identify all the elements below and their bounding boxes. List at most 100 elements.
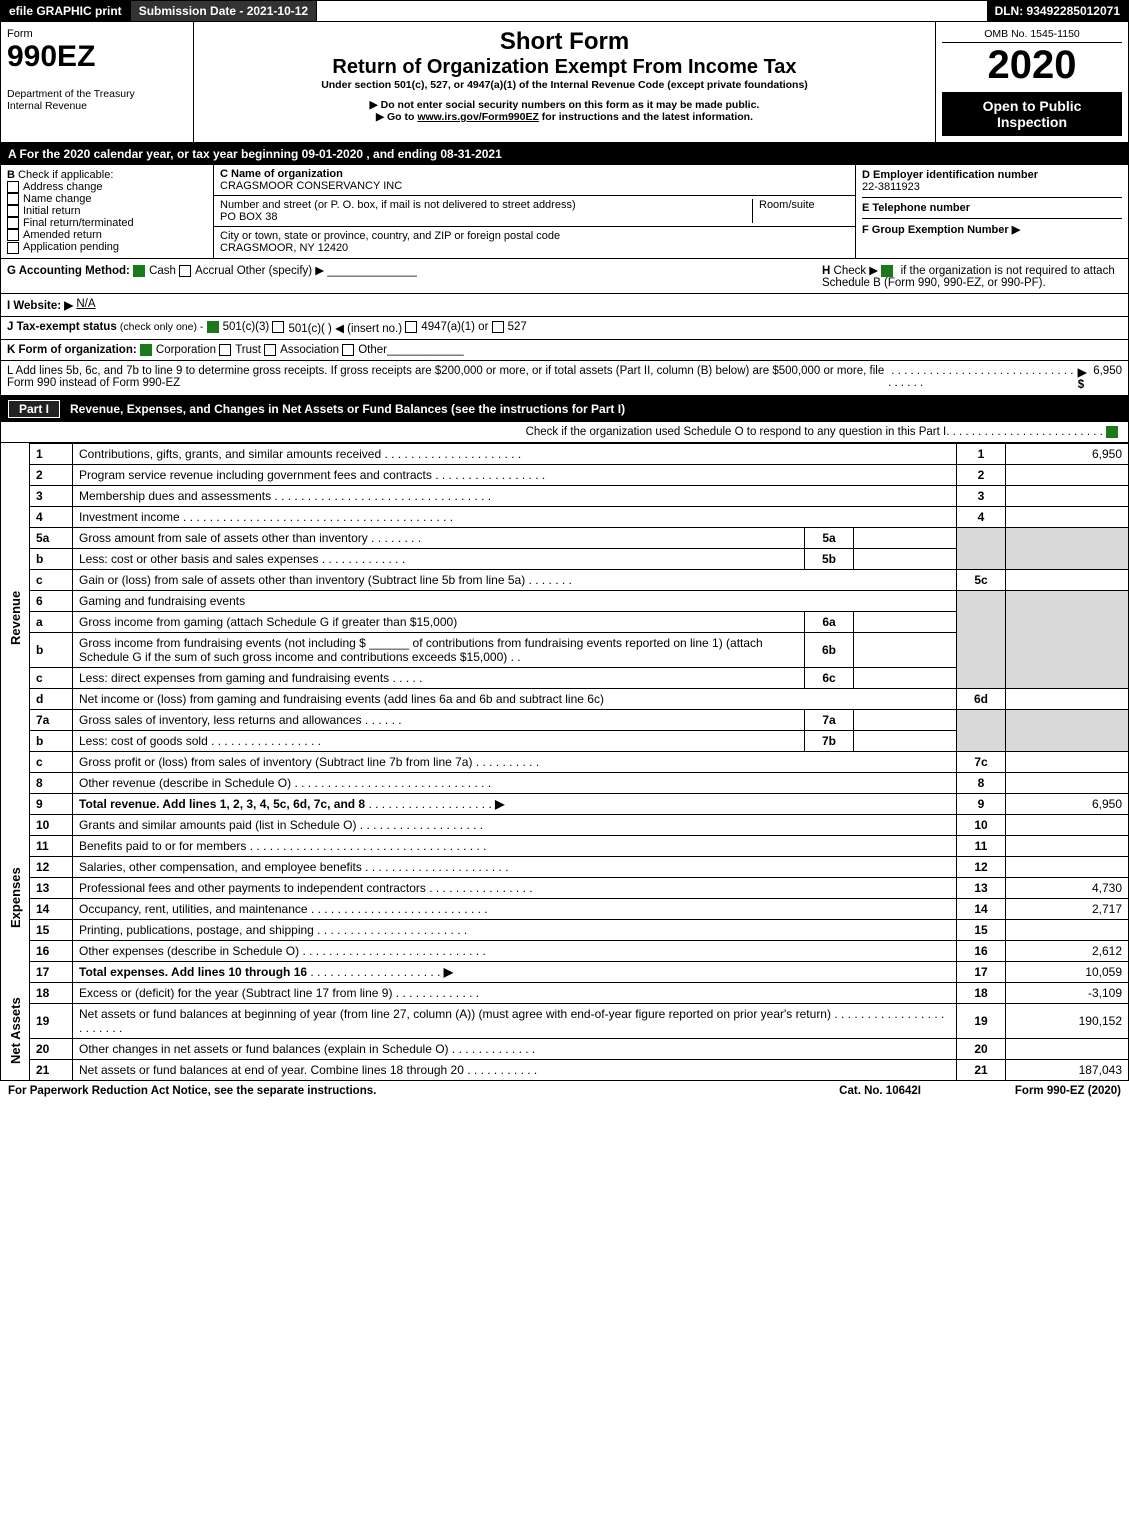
line-6d-val [1006, 688, 1129, 709]
line-10-desc: Grants and similar amounts paid (list in… [79, 818, 356, 832]
trust-checkbox[interactable] [219, 344, 231, 356]
assoc-label: Association [280, 344, 339, 356]
line-1-col: 1 [957, 443, 1006, 464]
line-6c-sub: 6c [805, 667, 854, 688]
assoc-checkbox[interactable] [264, 344, 276, 356]
org-city: CRAGSMOOR, NY 12420 [220, 242, 560, 254]
line-8-val [1006, 772, 1129, 793]
cash-label: Cash [149, 265, 176, 277]
line-1-desc: Contributions, gifts, grants, and simila… [79, 447, 381, 461]
section-b-text: Check if applicable: [18, 169, 113, 181]
line-18-col: 18 [957, 982, 1006, 1003]
line-7c-col: 7c [957, 751, 1006, 772]
line-5a-sub: 5a [805, 527, 854, 548]
line-2-num: 2 [30, 464, 73, 485]
open-inspection-box: Open to Public Inspection [942, 92, 1122, 136]
irs-link[interactable]: www.irs.gov/Form990EZ [417, 111, 539, 123]
line-7b-desc: Less: cost of goods sold [79, 734, 208, 748]
other-org-checkbox[interactable] [342, 344, 354, 356]
corp-label: Corporation [156, 344, 216, 356]
line-6abc-greycol [957, 590, 1006, 688]
line-5b-desc: Less: cost or other basis and sales expe… [79, 552, 318, 566]
line-7a-sub: 7a [805, 709, 854, 730]
room-suite-label: Room/suite [752, 199, 849, 223]
line-13-num: 13 [30, 877, 73, 898]
form-word: Form [7, 28, 187, 40]
final-return-checkbox[interactable] [7, 217, 19, 229]
line-15-col: 15 [957, 919, 1006, 940]
line-6c-subval [854, 667, 957, 688]
org-address: PO BOX 38 [220, 211, 752, 223]
line-3-num: 3 [30, 485, 73, 506]
line-5a-subval [854, 527, 957, 548]
line-20-col: 20 [957, 1038, 1006, 1059]
topbar-spacer [317, 1, 986, 21]
line-7ab-greycol [957, 709, 1006, 751]
line-17-val: 10,059 [1006, 961, 1129, 982]
line-14-val: 2,717 [1006, 898, 1129, 919]
revenue-sidelabel: Revenue [1, 443, 30, 793]
line-10-col: 10 [957, 814, 1006, 835]
line-17-col: 17 [957, 961, 1006, 982]
line-11-col: 11 [957, 835, 1006, 856]
section-f-label: F Group Exemption Number ▶ [862, 224, 1020, 236]
section-e-label: E Telephone number [862, 202, 970, 214]
line-6b-subval [854, 632, 957, 667]
line-21-desc: Net assets or fund balances at end of ye… [79, 1063, 464, 1077]
address-change-checkbox[interactable] [7, 181, 19, 193]
line-10-val [1006, 814, 1129, 835]
dept-label: Department of the Treasury [7, 88, 187, 100]
schedule-o-checkbox[interactable] [1106, 426, 1118, 438]
line-20-num: 20 [30, 1038, 73, 1059]
row-l-arrow: ▶ $ [1078, 365, 1093, 391]
accrual-checkbox[interactable] [179, 265, 191, 277]
line-7a-num: 7a [30, 709, 73, 730]
schedule-b-checkbox[interactable] [881, 265, 893, 277]
ein-value: 22-3811923 [862, 181, 920, 193]
line-6a-sub: 6a [805, 611, 854, 632]
line-2-val [1006, 464, 1129, 485]
application-pending-checkbox[interactable] [7, 242, 19, 254]
line-16-num: 16 [30, 940, 73, 961]
form-subtitle: Under section 501(c), 527, or 4947(a)(1)… [200, 79, 929, 91]
line-2-col: 2 [957, 464, 1006, 485]
amended-return-label: Amended return [23, 229, 102, 241]
line-7ab-greyval [1006, 709, 1129, 751]
expenses-sidelabel: Expenses [1, 814, 30, 982]
line-5b-sub: 5b [805, 548, 854, 569]
section-b: B Check if applicable: Address change Na… [1, 165, 214, 258]
line-21-col: 21 [957, 1059, 1006, 1080]
line-3-col: 3 [957, 485, 1006, 506]
footer-cat: Cat. No. 10642I [839, 1085, 921, 1097]
line-17-num: 17 [30, 961, 73, 982]
row-j-sub: (check only one) - [120, 321, 203, 335]
line-8-num: 8 [30, 772, 73, 793]
name-change-checkbox[interactable] [7, 193, 19, 205]
line-6-num: 6 [30, 590, 73, 611]
footer-right: Form 990-EZ (2020) [921, 1085, 1121, 1097]
irs-label: Internal Revenue [7, 100, 187, 112]
line-8-col: 8 [957, 772, 1006, 793]
4947a1-checkbox[interactable] [405, 321, 417, 333]
line-6a-desc: Gross income from gaming (attach Schedul… [79, 615, 457, 629]
amended-return-checkbox[interactable] [7, 229, 19, 241]
line-6d-num: d [30, 688, 73, 709]
501c-checkbox[interactable] [272, 321, 284, 333]
501c3-checkbox[interactable] [207, 321, 219, 333]
city-label: City or town, state or province, country… [220, 230, 560, 242]
line-11-val [1006, 835, 1129, 856]
section-b-letter: B [7, 169, 15, 181]
footer-right-bold: 990-EZ [1047, 1085, 1085, 1097]
row-j: J Tax-exempt status (check only one) - 5… [0, 317, 1129, 340]
final-return-label: Final return/terminated [23, 217, 134, 229]
corp-checkbox[interactable] [140, 344, 152, 356]
line-3-val [1006, 485, 1129, 506]
part-i-check-row: Check if the organization used Schedule … [0, 422, 1129, 443]
org-info-block: B Check if applicable: Address change Na… [0, 165, 1129, 259]
initial-return-checkbox[interactable] [7, 205, 19, 217]
efile-print-button[interactable]: efile GRAPHIC print [1, 1, 131, 21]
cash-checkbox[interactable] [133, 265, 145, 277]
line-14-col: 14 [957, 898, 1006, 919]
527-checkbox[interactable] [492, 321, 504, 333]
line-13-desc: Professional fees and other payments to … [79, 881, 426, 895]
